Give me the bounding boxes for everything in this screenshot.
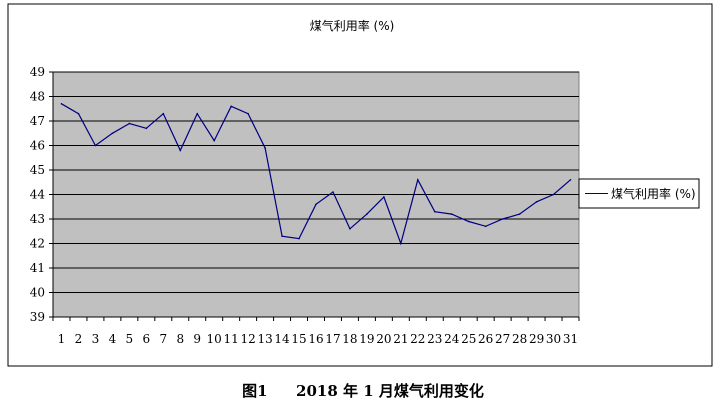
- y-tick-label: 41: [30, 261, 45, 275]
- data-point: [77, 112, 80, 115]
- x-tick-label: 5: [126, 332, 134, 346]
- x-tick-label: 12: [240, 332, 255, 346]
- y-tick-label: 47: [30, 114, 45, 128]
- data-point: [315, 203, 317, 206]
- data-point: [230, 105, 232, 108]
- x-tick-label: 7: [159, 332, 167, 346]
- data-point: [569, 179, 572, 181]
- figure-caption: 图1 2018 年 1 月煤气利用变化: [0, 380, 726, 401]
- y-tick-label: 43: [30, 212, 45, 226]
- data-point: [281, 235, 283, 237]
- y-tick-label: 48: [30, 90, 45, 104]
- x-tick-label: 23: [427, 332, 442, 346]
- figure-number: 图1: [242, 382, 268, 400]
- x-tick-label: 18: [342, 332, 357, 346]
- data-point: [450, 213, 453, 215]
- data-point: [417, 179, 419, 181]
- data-point: [162, 112, 165, 115]
- data-point: [111, 132, 114, 135]
- data-point: [400, 242, 402, 245]
- x-tick-label: 19: [359, 332, 374, 346]
- data-point: [501, 218, 504, 220]
- x-tick-label: 10: [207, 332, 222, 346]
- data-point: [484, 225, 487, 228]
- x-tick-label: 27: [495, 332, 510, 346]
- x-tick-label: 26: [478, 332, 493, 346]
- x-tick-label: 16: [308, 332, 323, 346]
- x-tick-label: 3: [92, 332, 100, 346]
- data-point: [94, 144, 97, 147]
- y-tick-label: 46: [30, 139, 45, 153]
- data-point: [433, 210, 436, 213]
- x-tick-label: 25: [461, 332, 476, 346]
- x-tick-label: 31: [563, 332, 578, 346]
- data-point: [383, 196, 385, 198]
- data-point: [366, 213, 368, 215]
- data-point: [128, 122, 131, 125]
- y-tick-label: 44: [30, 188, 46, 202]
- x-tick-label: 21: [393, 332, 408, 346]
- chart-title: 煤气利用率 (%): [310, 18, 395, 33]
- x-tick-label: 30: [546, 332, 561, 346]
- data-point: [298, 237, 300, 240]
- data-point: [552, 193, 555, 196]
- x-tick-label: 4: [109, 332, 117, 346]
- data-point: [467, 220, 470, 223]
- x-tick-label: 2: [75, 332, 83, 346]
- x-tick-label: 20: [376, 332, 391, 346]
- x-tick-label: 22: [410, 332, 425, 346]
- y-tick-label: 39: [30, 310, 45, 324]
- data-point: [518, 213, 521, 215]
- x-tick-label: 24: [444, 332, 460, 346]
- y-tick-label: 40: [30, 286, 45, 300]
- x-tick-label: 8: [176, 332, 184, 346]
- legend-label: 煤气利用率 (%): [611, 186, 696, 201]
- x-tick-label: 17: [325, 332, 340, 346]
- data-point: [213, 139, 215, 142]
- y-tick-label: 49: [30, 65, 45, 79]
- data-point: [332, 191, 334, 193]
- data-point: [535, 201, 538, 203]
- legend: 煤气利用率 (%): [578, 178, 700, 209]
- data-point: [247, 112, 249, 115]
- x-tick-label: 28: [512, 332, 527, 346]
- data-point: [145, 127, 148, 130]
- data-point: [60, 103, 63, 105]
- x-tick-label: 9: [193, 332, 201, 346]
- x-tick-label: 15: [291, 332, 306, 346]
- x-tick-label: 11: [224, 332, 239, 346]
- x-tick-label: 13: [257, 332, 272, 346]
- data-point: [179, 149, 182, 152]
- x-tick-label: 1: [58, 332, 66, 346]
- data-point: [264, 147, 266, 149]
- y-tick-label: 45: [30, 163, 45, 177]
- data-point: [349, 228, 351, 230]
- figure-caption-text: 2018 年 1 月煤气利用变化: [296, 382, 484, 400]
- x-tick-label: 14: [274, 332, 290, 346]
- x-tick-label: 6: [143, 332, 151, 346]
- x-tick-label: 29: [529, 332, 544, 346]
- y-tick-label: 42: [30, 237, 45, 251]
- data-point: [196, 112, 199, 115]
